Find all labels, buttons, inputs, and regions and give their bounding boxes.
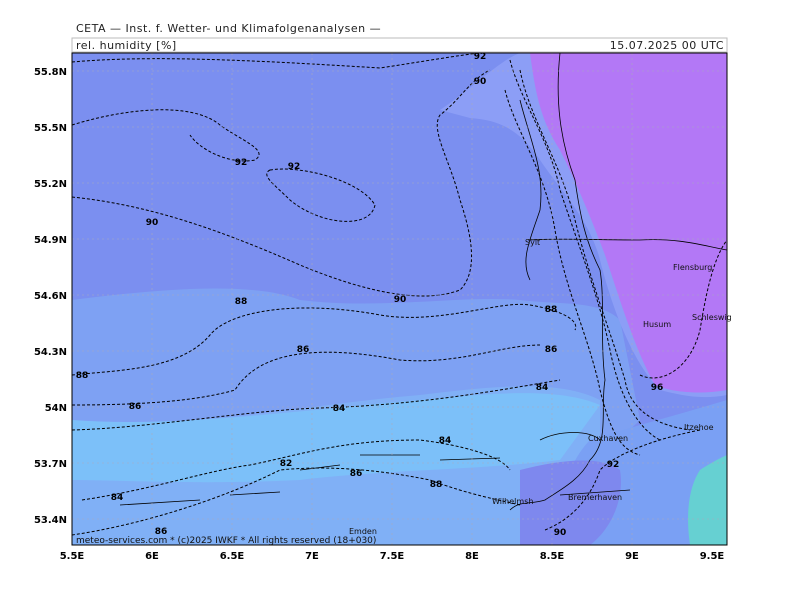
place-label: Husum — [643, 320, 671, 329]
place-label: Flensburg — [673, 263, 712, 272]
contour-label: 88 — [76, 371, 89, 381]
lat-label: 54N — [45, 403, 67, 414]
contour-label: 82 — [280, 459, 293, 469]
lon-label: 5.5E — [60, 551, 85, 562]
contour-label: 86 — [545, 345, 558, 355]
contour-label: 88 — [235, 297, 248, 307]
place-label: Wilhelmsh — [492, 497, 533, 506]
lat-label: 55.5N — [34, 123, 67, 134]
lat-label: 53.7N — [34, 459, 67, 470]
contour-label: 86 — [129, 402, 142, 412]
map-field — [71, 52, 728, 545]
lon-label: 9.5E — [700, 551, 725, 562]
place-label: Bremerhaven — [568, 493, 622, 502]
contour-label: 88 — [545, 305, 558, 315]
valid-time: 15.07.2025 00 UTC — [610, 39, 724, 52]
lat-label: 55.8N — [34, 67, 67, 78]
contour-label: 86 — [350, 469, 363, 479]
lon-label: 8E — [465, 551, 479, 562]
contour-label: 88 — [430, 480, 443, 490]
lon-label: 7.5E — [380, 551, 405, 562]
title-bar — [71, 37, 728, 53]
contour-label: 86 — [155, 527, 168, 537]
contour-label: 90 — [394, 295, 407, 305]
contour-label: 84 — [111, 493, 124, 503]
lon-label: 6.5E — [220, 551, 245, 562]
contour-label: 90 — [474, 77, 487, 87]
parameter: rel. humidity [%] — [76, 39, 177, 52]
lat-label: 54.3N — [34, 347, 67, 358]
lon-label: 9E — [625, 551, 639, 562]
lon-label: 8.5E — [540, 551, 565, 562]
lat-label: 53.4N — [34, 515, 67, 526]
contour-label: 96 — [651, 383, 664, 393]
field-teal — [688, 455, 727, 545]
place-label: Sylt — [525, 238, 540, 247]
field-band — [72, 393, 600, 483]
field-purple — [530, 53, 727, 393]
place-label: Itzehoe — [684, 423, 714, 432]
contour-label: 90 — [146, 218, 159, 228]
contour-label: 86 — [297, 345, 310, 355]
place-label: Cuxhaven — [588, 434, 628, 443]
contour-label: 90 — [554, 528, 567, 538]
contour-label: 84 — [333, 404, 346, 414]
contour-label: 92 — [607, 460, 620, 470]
graticule — [72, 53, 727, 545]
contour-label: 84 — [536, 383, 549, 393]
contour-label: 92 — [474, 52, 487, 62]
place-label: Emden — [349, 527, 377, 536]
lon-label: 6E — [145, 551, 159, 562]
source-title: CETA — Inst. f. Wetter- und Klimafolgena… — [76, 22, 381, 35]
map-frame — [71, 52, 728, 546]
contour-label: 92 — [235, 158, 248, 168]
lon-label: 7E — [305, 551, 319, 562]
place-label: Schleswig — [692, 313, 732, 322]
lat-label: 54.6N — [34, 291, 67, 302]
copyright: meteo-services.com * (c)2025 IWKF * All … — [76, 536, 376, 546]
lat-label: 55.2N — [34, 179, 67, 190]
labels: 5.5E 6E 6.5E 7E 7.5E 8E 8.5E 9E 9.5E 55.8N 55.5N 55… — [34, 52, 732, 562]
contour-label: 84 — [439, 436, 452, 446]
contour-label: 92 — [288, 162, 301, 172]
lat-label: 54.9N — [34, 235, 67, 246]
